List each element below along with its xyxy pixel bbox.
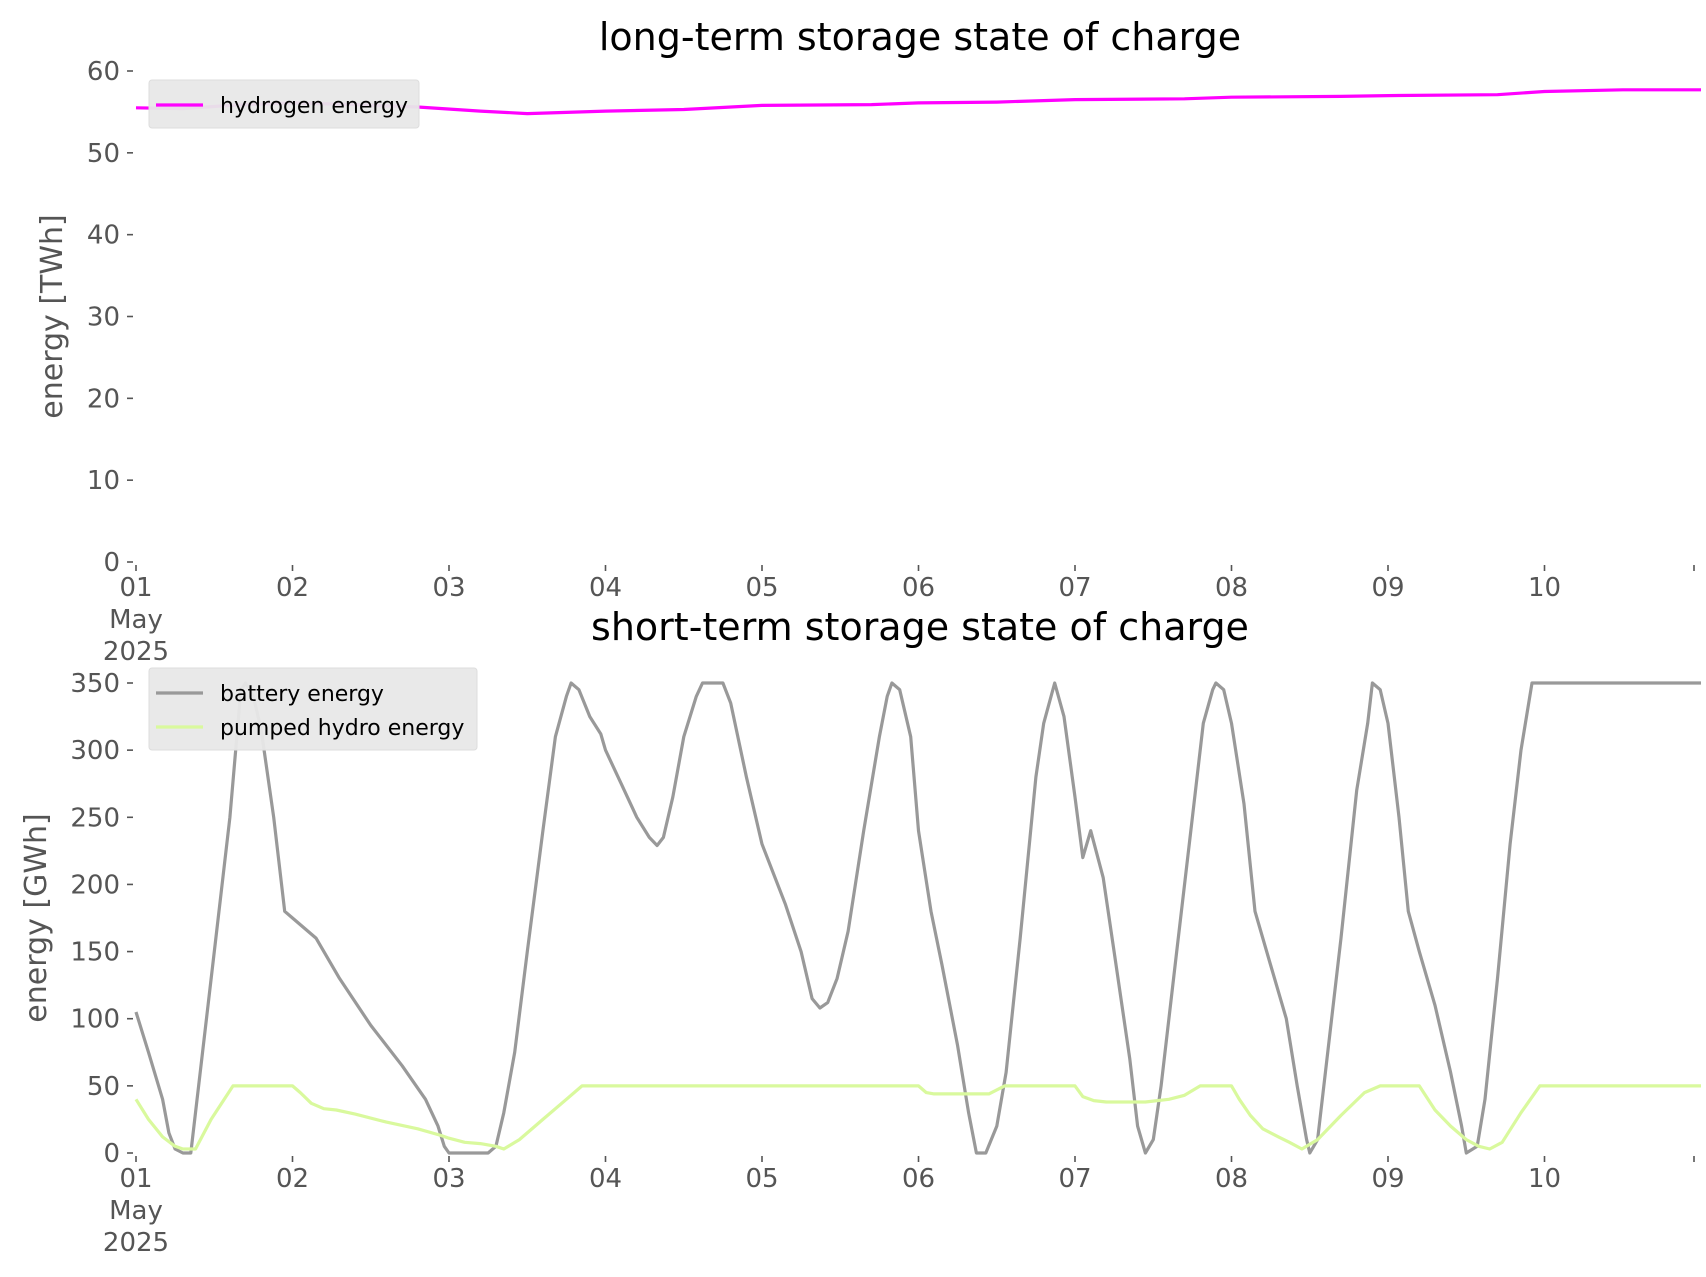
x-tick-label: 05 [745, 1164, 778, 1194]
x-tick-sublabel: May [109, 1196, 163, 1226]
legend: hydrogen energy [148, 79, 420, 129]
y-tick-label: 350 [70, 669, 120, 699]
x-tick-sublabel: 2025 [103, 1228, 169, 1258]
y-tick-label: 100 [70, 1005, 120, 1035]
x-tick-label: 08 [1215, 1164, 1248, 1194]
y-tick-label: 20 [87, 384, 120, 414]
legend-box [148, 667, 478, 751]
x-tick-label: 08 [1215, 573, 1248, 603]
legend-box [148, 79, 420, 129]
x-tick-label: 06 [902, 573, 935, 603]
series-lines [134, 681, 1701, 1155]
x-tick-label: 04 [589, 573, 622, 603]
x-tick-label: 06 [902, 1164, 935, 1194]
y-tick-label: 10 [87, 466, 120, 496]
x-tick-label: 07 [1058, 573, 1091, 603]
y-tick-label: 200 [70, 870, 120, 900]
y-tick-label: 40 [87, 221, 120, 251]
y-axis-label: energy [TWh] [35, 214, 70, 418]
y-tick-label: 50 [87, 1072, 120, 1102]
legend-label: pumped hydro energy [220, 716, 464, 741]
x-tick-label: 05 [745, 573, 778, 603]
x-tick-sublabel: 2025 [103, 637, 169, 667]
x-tick-label: 03 [432, 573, 465, 603]
y-tick-label: 50 [87, 139, 120, 169]
y-axis-label: energy [GWh] [19, 813, 54, 1022]
x-tick-label: 01 [119, 573, 152, 603]
x-tick-label: 09 [1371, 573, 1404, 603]
short-term-chart: short-term storage state of charge energ… [19, 605, 1701, 1258]
y-tick-label: 60 [87, 57, 120, 87]
x-tick-label: 01 [119, 1164, 152, 1194]
y-tick-label: 0 [103, 1139, 120, 1169]
y-tick-label: 0 [103, 548, 120, 578]
x-tick-label: 10 [1528, 1164, 1561, 1194]
x-tick-label: 02 [276, 1164, 309, 1194]
x-tick-label: 10 [1528, 573, 1561, 603]
y-tick-label: 300 [70, 736, 120, 766]
y-tick-label: 30 [87, 303, 120, 333]
chart-title: short-term storage state of charge [591, 605, 1249, 649]
long-term-chart: long-term storage state of charge energy… [35, 15, 1701, 667]
x-tick-label: 07 [1058, 1164, 1091, 1194]
series-line [134, 1084, 1701, 1151]
legend-label: hydrogen energy [220, 94, 408, 119]
chart-title: long-term storage state of charge [599, 15, 1241, 59]
x-tick-label: 02 [276, 573, 309, 603]
x-tick-label: 09 [1371, 1164, 1404, 1194]
series-line [134, 681, 1701, 1155]
x-tick-label: 04 [589, 1164, 622, 1194]
y-tick-label: 250 [70, 803, 120, 833]
x-tick-label: 03 [432, 1164, 465, 1194]
legend: battery energy pumped hydro energy [148, 667, 478, 751]
x-tick-sublabel: May [109, 605, 163, 635]
legend-label: battery energy [220, 682, 384, 707]
y-tick-label: 150 [70, 938, 120, 968]
